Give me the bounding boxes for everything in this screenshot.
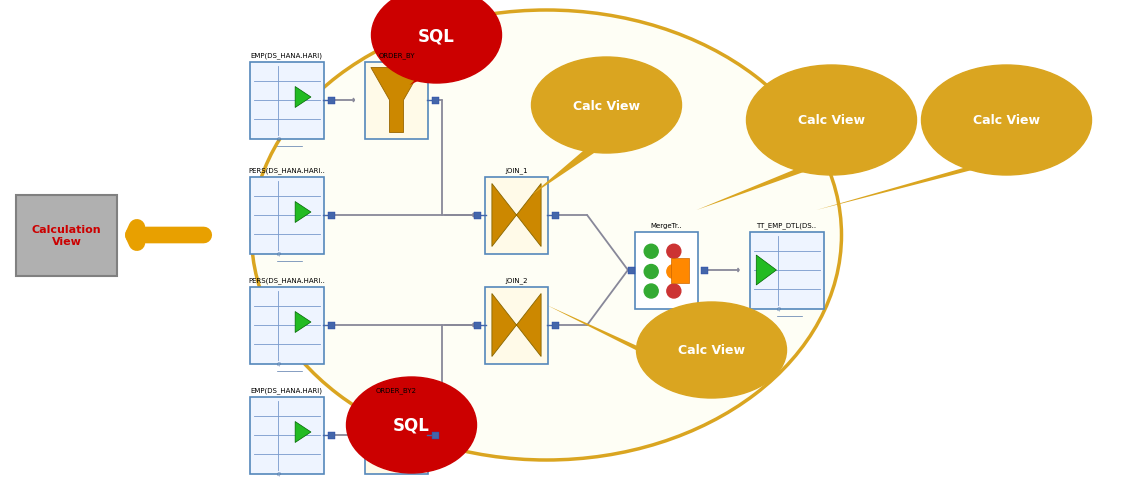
- Polygon shape: [546, 305, 721, 384]
- Circle shape: [645, 245, 658, 259]
- Circle shape: [667, 265, 681, 279]
- FancyBboxPatch shape: [16, 195, 117, 276]
- Text: JOIN_1: JOIN_1: [505, 168, 528, 174]
- FancyBboxPatch shape: [327, 98, 334, 105]
- Polygon shape: [295, 312, 310, 333]
- Text: ORDER_BY2: ORDER_BY2: [376, 387, 417, 394]
- FancyBboxPatch shape: [327, 323, 334, 329]
- Text: SQL: SQL: [418, 27, 455, 45]
- Text: EMP(DS_HANA.HARI): EMP(DS_HANA.HARI): [250, 53, 323, 60]
- Polygon shape: [409, 70, 444, 86]
- Text: JOIN_2: JOIN_2: [505, 277, 528, 284]
- Polygon shape: [492, 294, 542, 357]
- Ellipse shape: [747, 66, 917, 176]
- Ellipse shape: [531, 58, 682, 154]
- Polygon shape: [531, 139, 615, 195]
- FancyBboxPatch shape: [701, 267, 708, 275]
- FancyBboxPatch shape: [432, 98, 440, 105]
- Ellipse shape: [372, 0, 502, 84]
- FancyBboxPatch shape: [552, 213, 559, 219]
- Circle shape: [645, 285, 658, 299]
- FancyBboxPatch shape: [485, 177, 548, 254]
- FancyBboxPatch shape: [249, 177, 324, 254]
- Text: Q: Q: [276, 361, 281, 366]
- Text: Calc View: Calc View: [573, 99, 640, 112]
- Polygon shape: [295, 421, 310, 443]
- Text: Q: Q: [276, 136, 281, 141]
- Polygon shape: [817, 159, 1016, 211]
- Polygon shape: [697, 159, 842, 211]
- Ellipse shape: [921, 66, 1091, 176]
- FancyBboxPatch shape: [628, 267, 634, 275]
- FancyBboxPatch shape: [485, 287, 548, 364]
- FancyBboxPatch shape: [552, 323, 559, 329]
- FancyBboxPatch shape: [249, 287, 324, 364]
- Text: Calc View: Calc View: [678, 344, 746, 357]
- FancyBboxPatch shape: [249, 396, 324, 473]
- Polygon shape: [756, 255, 776, 286]
- Ellipse shape: [637, 302, 786, 398]
- FancyBboxPatch shape: [672, 258, 689, 283]
- Polygon shape: [492, 184, 542, 247]
- Text: Q: Q: [776, 306, 781, 311]
- Circle shape: [667, 285, 681, 299]
- Circle shape: [645, 265, 658, 279]
- Polygon shape: [370, 403, 423, 468]
- FancyBboxPatch shape: [327, 213, 334, 219]
- Text: Calc View: Calc View: [973, 114, 1040, 127]
- FancyBboxPatch shape: [365, 62, 428, 139]
- Text: EMP(DS_HANA.HARI): EMP(DS_HANA.HARI): [250, 387, 323, 394]
- Text: Q: Q: [276, 251, 281, 256]
- Text: Calculation
View: Calculation View: [32, 225, 101, 246]
- Circle shape: [667, 245, 681, 259]
- Text: PERS(DS_HANA.HARI..: PERS(DS_HANA.HARI..: [248, 168, 325, 174]
- FancyBboxPatch shape: [249, 62, 324, 139]
- FancyBboxPatch shape: [634, 232, 698, 309]
- FancyBboxPatch shape: [432, 432, 440, 439]
- Text: SQL: SQL: [393, 416, 429, 434]
- Text: PERS(DS_HANA.HARI..: PERS(DS_HANA.HARI..: [248, 277, 325, 284]
- FancyBboxPatch shape: [750, 232, 824, 309]
- Polygon shape: [295, 202, 310, 223]
- Text: ORDER_BY: ORDER_BY: [378, 53, 415, 60]
- FancyBboxPatch shape: [365, 396, 428, 473]
- Polygon shape: [370, 68, 423, 133]
- Text: TT_EMP_DTL(DS..: TT_EMP_DTL(DS..: [757, 222, 817, 229]
- Text: Q: Q: [276, 470, 281, 476]
- Text: MergeTr..: MergeTr..: [650, 223, 682, 229]
- Polygon shape: [397, 380, 419, 459]
- FancyBboxPatch shape: [474, 323, 480, 329]
- Ellipse shape: [252, 11, 842, 460]
- FancyBboxPatch shape: [327, 432, 334, 439]
- Ellipse shape: [347, 377, 477, 473]
- Polygon shape: [295, 87, 310, 108]
- Text: Calc View: Calc View: [798, 114, 864, 127]
- FancyBboxPatch shape: [474, 213, 480, 219]
